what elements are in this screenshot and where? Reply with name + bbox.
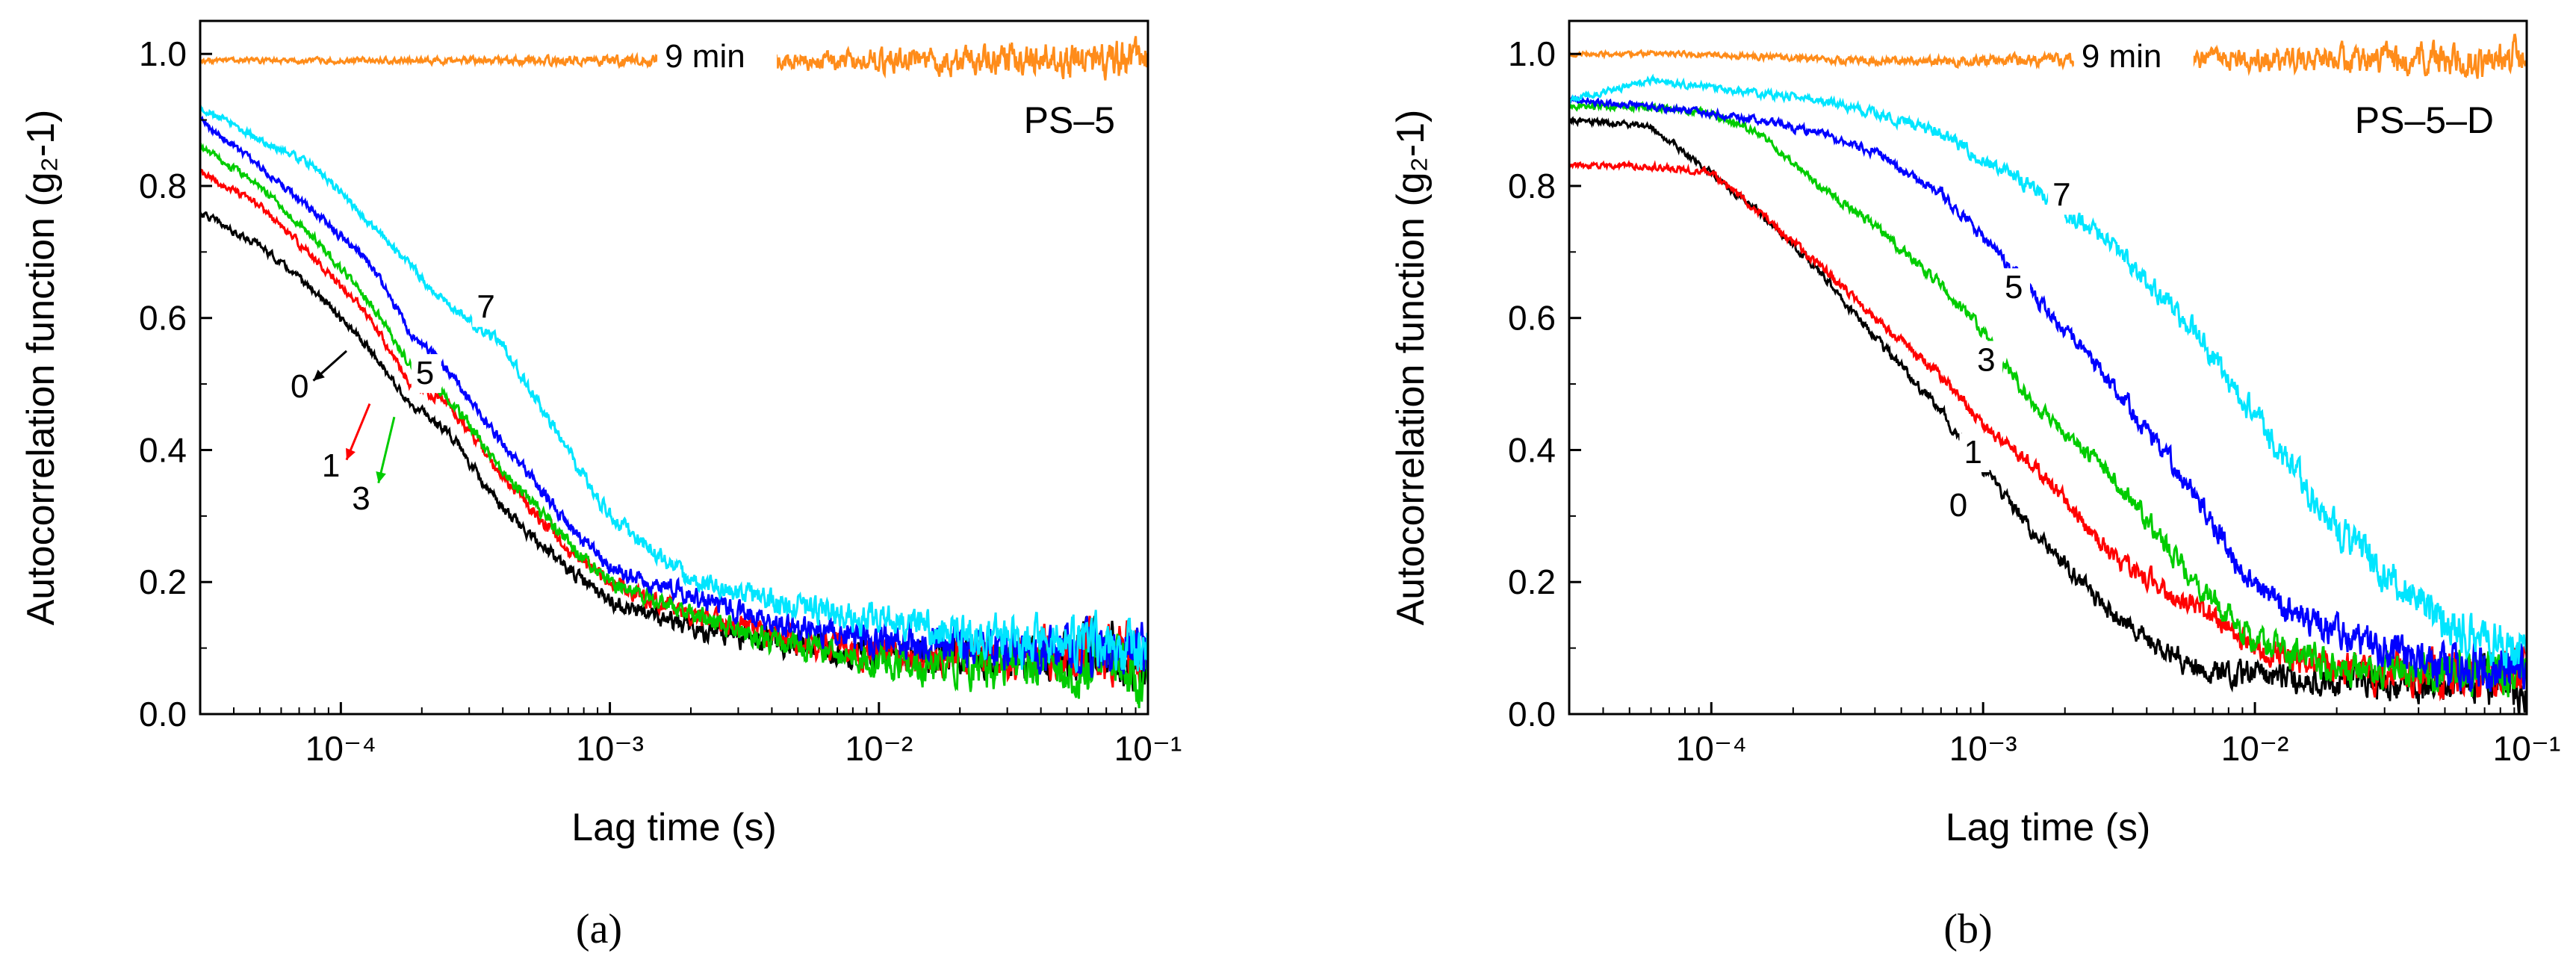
curve-label: 3 bbox=[1977, 341, 1995, 378]
annotation-bg bbox=[1973, 341, 2003, 380]
series-line-7 bbox=[1569, 73, 2527, 669]
annotation-bg bbox=[2000, 268, 2031, 308]
curve-label: 0 bbox=[291, 368, 308, 405]
annotation-bg bbox=[657, 34, 778, 78]
annotation-arrowhead bbox=[313, 369, 325, 381]
y-tick-label: 0.0 bbox=[1508, 695, 1556, 733]
annotation-arrowhead bbox=[376, 471, 386, 483]
series-line-5 bbox=[1569, 94, 2527, 692]
series-line-3 bbox=[200, 143, 1148, 709]
curve-label: 5 bbox=[2005, 269, 2023, 305]
y-tick-label: 0.6 bbox=[1508, 299, 1556, 338]
annotation-bg bbox=[2073, 34, 2194, 78]
y-tick-label: 0.8 bbox=[139, 167, 187, 205]
plot-frame bbox=[1568, 19, 2528, 716]
annotation-bg bbox=[347, 480, 378, 519]
y-tick-label: 0.2 bbox=[1508, 562, 1556, 601]
sample-label: PS–5–D bbox=[2355, 99, 2494, 141]
curve-label: 9 min bbox=[2082, 38, 2162, 75]
panel-caption: (b) bbox=[1943, 906, 1992, 952]
x-tick-label: 10⁻¹ bbox=[2493, 729, 2561, 768]
chart-panel-a: 10⁻⁴ 10⁻³ 10⁻² 10⁻¹ 0.0 0.2 0.4 0.6 0.8 1.0 Lag ti… bbox=[19, 19, 1182, 952]
x-axis-title: Lag time (s) bbox=[571, 806, 777, 849]
series-line-3 bbox=[1569, 100, 2527, 698]
annotation-bg bbox=[317, 446, 347, 486]
x-tick-label: 10⁻² bbox=[845, 729, 913, 768]
y-tick-label: 0.8 bbox=[1508, 167, 1556, 205]
y-tick-label: 0.4 bbox=[139, 430, 187, 469]
y-tick-label: 1.0 bbox=[139, 34, 187, 73]
series-line-1 bbox=[1569, 159, 2527, 702]
annotation-bg bbox=[2048, 176, 2079, 215]
annotation-bg bbox=[472, 288, 503, 327]
annotation-bg bbox=[285, 367, 316, 406]
annotation-bg bbox=[1944, 486, 1975, 525]
y-tick-label: 0.4 bbox=[1508, 430, 1556, 469]
annotation-arrowhead bbox=[346, 447, 356, 460]
curve-label: 5 bbox=[416, 355, 434, 391]
y-axis-title: Autocorrelation function (g₂-1) bbox=[19, 110, 63, 626]
curve-label: 3 bbox=[352, 480, 370, 517]
x-axis-title: Lag time (s) bbox=[1946, 806, 2151, 849]
series-line-0 bbox=[1569, 115, 2527, 714]
x-tick-label: 10⁻³ bbox=[576, 729, 644, 768]
curve-label: 1 bbox=[1964, 434, 1982, 471]
series-line-9-min bbox=[1569, 34, 2527, 79]
series-line-7 bbox=[200, 105, 1148, 674]
panel-caption: (a) bbox=[576, 906, 622, 952]
chart-panel-b: 10⁻⁴ 10⁻³ 10⁻² 10⁻¹ 0.0 0.2 0.4 0.6 0.8 1.0 Lag ti… bbox=[1389, 19, 2561, 952]
annotation-bg bbox=[1959, 433, 1990, 473]
curve-label: 0 bbox=[1949, 487, 1967, 524]
series-line-5 bbox=[200, 115, 1148, 678]
y-tick-label: 0.0 bbox=[139, 695, 187, 733]
annotation-bg bbox=[411, 354, 441, 394]
x-tick-label: 10⁻¹ bbox=[1114, 729, 1182, 768]
y-axis-title: Autocorrelation function (g₂-1) bbox=[1389, 110, 1433, 626]
curve-label: 1 bbox=[322, 447, 340, 484]
annotation-arrow bbox=[377, 416, 396, 484]
plot-frame bbox=[199, 19, 1149, 716]
x-tick-label: 10⁻² bbox=[2221, 729, 2289, 768]
curve-label: 7 bbox=[2052, 176, 2070, 213]
y-tick-label: 1.0 bbox=[1508, 34, 1556, 73]
x-tick-label: 10⁻³ bbox=[1949, 729, 2017, 768]
curve-label: 9 min bbox=[665, 38, 745, 75]
x-tick-label: 10⁻⁴ bbox=[1676, 729, 1747, 768]
sample-label: PS–5 bbox=[1024, 99, 1115, 141]
curve-label: 7 bbox=[477, 289, 494, 326]
y-tick-label: 0.2 bbox=[139, 562, 187, 601]
y-tick-label: 0.6 bbox=[139, 299, 187, 338]
x-tick-label: 10⁻⁴ bbox=[305, 729, 376, 768]
